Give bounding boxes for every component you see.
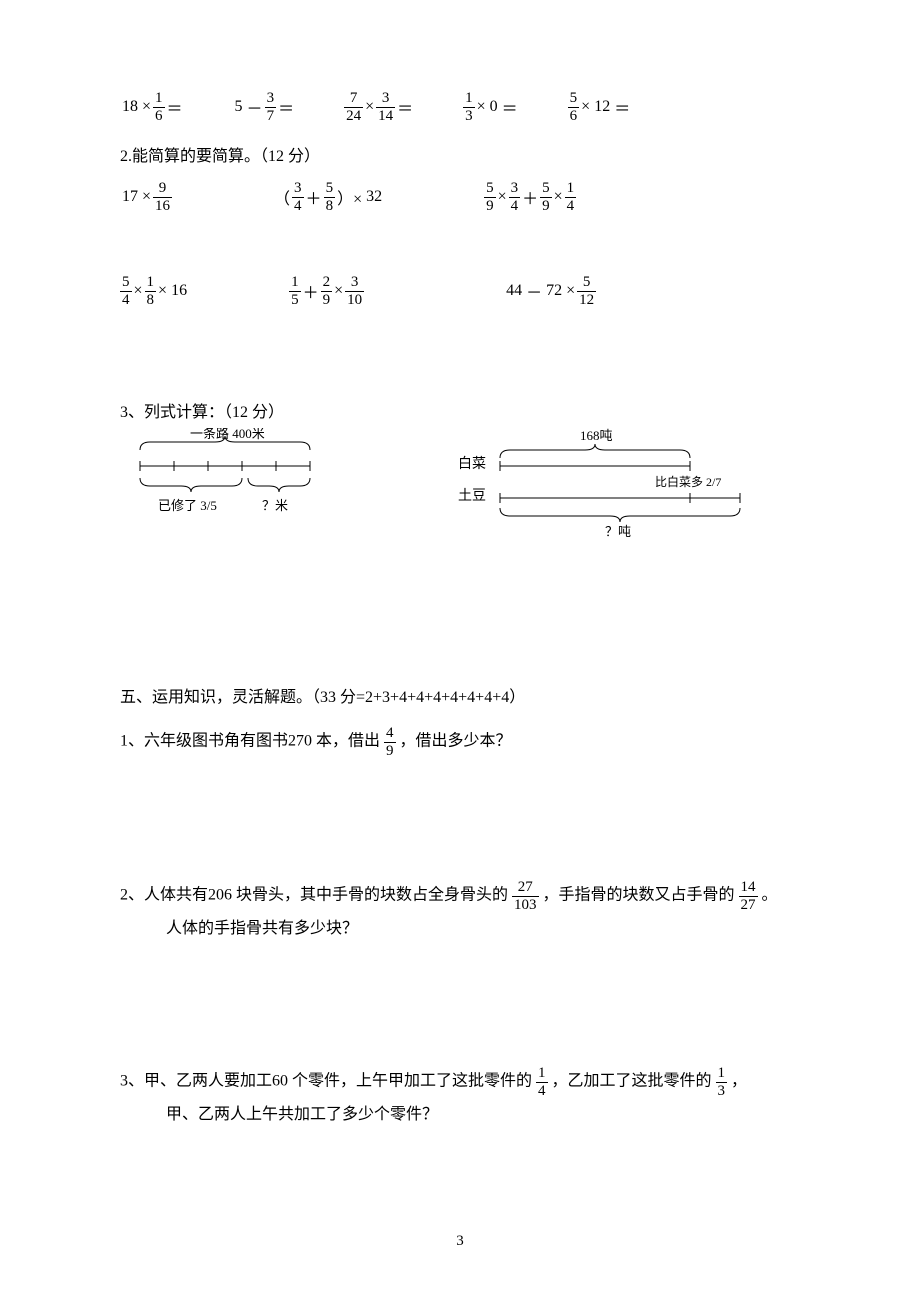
diag1-right-label: ？米	[262, 498, 288, 513]
eq-1-4: 13 ×0＝	[463, 90, 520, 124]
diagram-1: 一条路 400米 已修了 3/5 ？米	[120, 428, 330, 543]
question-1: 1、六年级图书角有图书270 本，借出 49 ，借出多少本？	[120, 725, 810, 759]
diag1-left-label: 已修了 3/5	[158, 498, 217, 513]
eq-1-1: 18× 16 ＝	[120, 90, 185, 124]
diag2-l2: 土豆	[458, 488, 486, 504]
header-3: 3、列式计算：（12 分）	[120, 398, 810, 422]
eq-1-5: 56 ×12＝	[568, 90, 633, 124]
question-2: 2、人体共有206 块骨头，其中手骨的块数占全身骨头的 27103 ，手指骨的块…	[120, 879, 810, 945]
question-3: 3、甲、乙两人要加工60 个零件，上午甲加工了这批零件的 14 ，乙加工了这批零…	[120, 1065, 810, 1131]
diag1-top-label: 一条路 400米	[190, 428, 265, 441]
eq-3-2: 15 ＋ 29 × 310	[289, 274, 364, 308]
eq-1-2: 5－ 37 ＝	[233, 90, 297, 124]
diag2-bot-label: ？吨	[605, 524, 631, 538]
section-5-header: 五、运用知识，灵活解题。（33 分=2+3+4+4+4+4+4+4+4）	[120, 683, 810, 707]
equation-row-3: 54 × 18 ×16 15 ＋ 29 × 310 44－72× 512	[120, 274, 810, 308]
page-number: 3	[0, 1233, 920, 1250]
diag2-r1: 比白菜多 2/7	[655, 474, 721, 489]
diag2-top-label: 168吨	[580, 428, 613, 443]
eq-2-3: 59 × 34 ＋ 59 × 14	[484, 180, 576, 214]
eq-3-3: 44－72× 512	[504, 274, 596, 308]
eq-2-2: （ 34 ＋ 58 ）×32	[272, 180, 384, 214]
equation-row-2: 17× 916 （ 34 ＋ 58 ）×32 59 × 34 ＋ 59 × 14	[120, 180, 810, 214]
diagram-2: 168吨 白菜 土豆 比白菜多 2/7 ？吨	[450, 428, 750, 543]
diagrams-row: 一条路 400米 已修了 3/5 ？米 168吨	[120, 428, 810, 543]
header-2: 2.能简算的要简算。（12 分）	[120, 142, 810, 166]
eq-1-3: 724 × 314 ＝	[344, 90, 415, 124]
eq-2-1: 17× 916	[120, 180, 172, 214]
eq-3-1: 54 × 18 ×16	[120, 274, 189, 308]
equation-row-1: 18× 16 ＝ 5－ 37 ＝ 724 × 314 ＝ 13 ×0＝ 56 ×…	[120, 90, 810, 124]
diag2-l1: 白菜	[458, 456, 486, 472]
